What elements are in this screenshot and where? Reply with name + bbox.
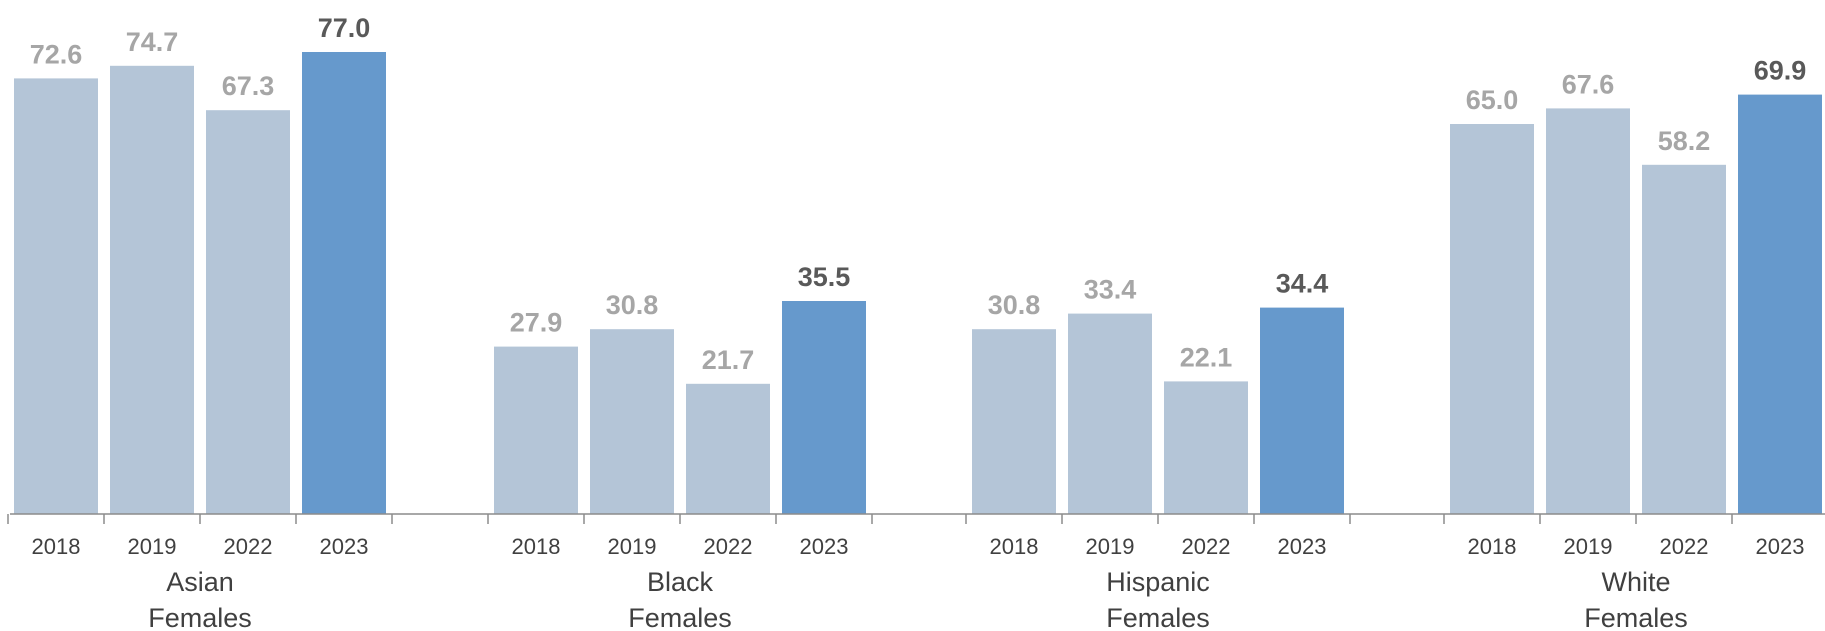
x-tick-label: 2018 (990, 534, 1039, 559)
bar-asian-females-2023 (302, 52, 386, 514)
bar-hispanic-females-2023 (1260, 307, 1344, 514)
x-tick-label: 2019 (128, 534, 177, 559)
value-label: 77.0 (318, 13, 371, 43)
bar-black-females-2022 (686, 383, 770, 514)
bar-black-females-2023 (782, 301, 866, 514)
value-label: 67.3 (222, 71, 275, 101)
bars-layer: 72.6 74.7 67.3 77.0 27.9 30.8 21.7 35.5 30.8 33.4… (14, 13, 1822, 515)
x-tick-label: 2023 (1756, 534, 1805, 559)
bar-black-females-2018 (494, 346, 578, 514)
x-tick-label: 2022 (224, 534, 273, 559)
x-tick-label: 2023 (800, 534, 849, 559)
bar-white-females-2019 (1546, 108, 1630, 515)
x-tick-label: 2022 (1660, 534, 1709, 559)
group-label: Black (647, 567, 714, 597)
bar-white-females-2023 (1738, 94, 1822, 514)
x-tick-label: 2023 (1278, 534, 1327, 559)
value-label: 72.6 (30, 39, 83, 69)
group-label: Females (1106, 603, 1210, 631)
value-label: 30.8 (988, 290, 1041, 320)
x-tick-label: 2019 (1564, 534, 1613, 559)
value-label: 34.4 (1276, 269, 1329, 299)
group-label: Females (628, 603, 732, 631)
x-tick-label: 2018 (1468, 534, 1517, 559)
x-tick-label: 2018 (512, 534, 561, 559)
value-label: 33.4 (1084, 275, 1137, 305)
bar-asian-females-2022 (206, 110, 290, 514)
bar-white-females-2022 (1642, 164, 1726, 515)
group-label: Females (148, 603, 252, 631)
value-label: 30.8 (606, 290, 659, 320)
value-label: 65.0 (1466, 85, 1519, 115)
bar-white-females-2018 (1450, 124, 1534, 514)
group-label: White (1601, 567, 1670, 597)
group-label: Hispanic (1106, 567, 1210, 597)
value-label: 67.6 (1562, 69, 1615, 99)
value-label: 74.7 (126, 27, 179, 57)
x-tick-label: 2023 (320, 534, 369, 559)
bar-hispanic-females-2019 (1068, 313, 1152, 514)
bar-hispanic-females-2018 (972, 329, 1056, 514)
bar-hispanic-females-2022 (1164, 381, 1248, 514)
x-tick-label: 2022 (704, 534, 753, 559)
group-label: Females (1584, 603, 1688, 631)
x-axis: 2018 2019 2022 2023 Asian Females 2018 2019 2022… (7, 513, 1825, 631)
x-tick-label: 2019 (1086, 534, 1135, 559)
bar-asian-females-2018 (14, 78, 98, 515)
group-label: Asian (166, 567, 234, 597)
bar-asian-females-2019 (110, 65, 194, 515)
value-label: 22.1 (1180, 342, 1233, 372)
value-label: 35.5 (798, 262, 851, 292)
bar-black-females-2019 (590, 329, 674, 514)
value-label: 58.2 (1658, 126, 1711, 156)
x-tick-label: 2018 (32, 534, 81, 559)
value-label: 27.9 (510, 308, 563, 338)
value-label: 69.9 (1754, 56, 1807, 86)
x-tick-label: 2022 (1182, 534, 1231, 559)
value-label: 21.7 (702, 345, 755, 375)
x-tick-label: 2019 (608, 534, 657, 559)
